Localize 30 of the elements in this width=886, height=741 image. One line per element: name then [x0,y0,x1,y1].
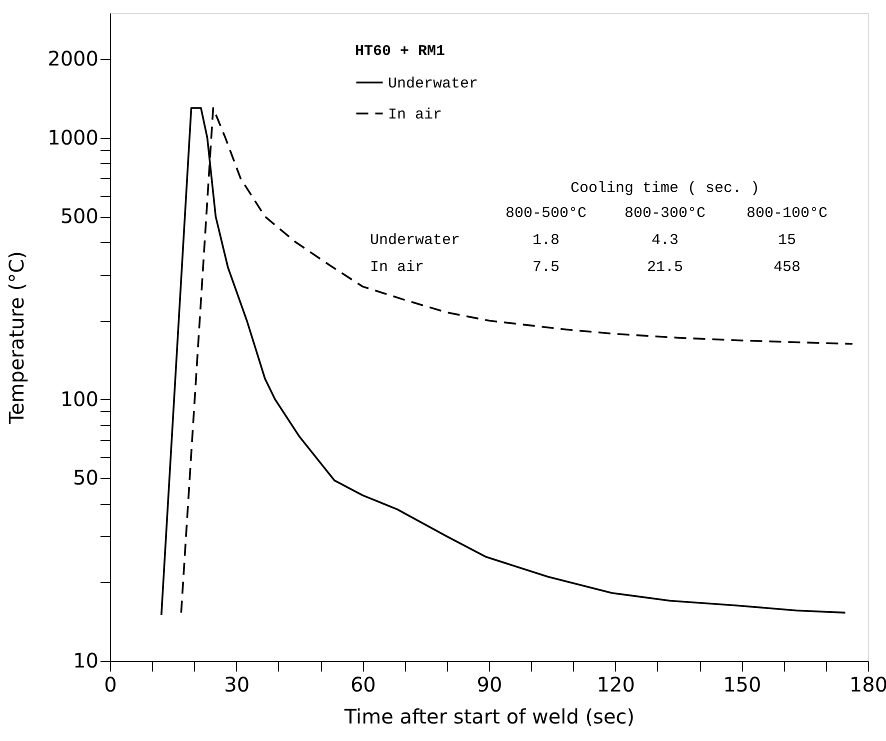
annotation: 7.5 [532,259,560,276]
y-axis-title: Temperature (°C) [4,251,29,425]
annotation: 800-300°C [624,205,706,222]
annotation: Underwater [370,232,460,249]
y-tick-label: 10 [73,648,98,672]
y-tick-label: 500 [60,204,98,228]
annotation: 1.8 [532,232,560,249]
legend-label: Underwater [388,76,478,92]
x-axis-title: Time after start of weld (sec) [343,704,635,728]
annotation: 21.5 [646,259,684,276]
annotation: 800-100°C [746,205,828,222]
legend-title: HT60 + RM1 [355,43,446,60]
x-tick-label: 180 [849,672,886,696]
x-tick-label: 90 [476,672,502,696]
annotation: Cooling time ( sec. ) [570,180,760,197]
x-tick-label: 30 [224,672,250,696]
annotation: 800-500°C [505,205,587,222]
x-tick-label: 120 [596,672,635,696]
x-tick-label: 0 [104,672,117,696]
x-tick-label: 150 [723,672,762,696]
annotation: 458 [773,259,801,276]
annotation: In air [370,259,424,276]
y-tick-label: 50 [73,466,98,490]
y-tick-label: 2000 [48,46,98,71]
y-tick-label: 1000 [48,125,98,150]
x-tick-label: 60 [350,672,376,696]
annotation: 4.3 [651,232,679,249]
legend-label: In air [388,106,442,124]
annotation: 15 [778,232,796,249]
y-tick-label: 100 [60,386,98,411]
